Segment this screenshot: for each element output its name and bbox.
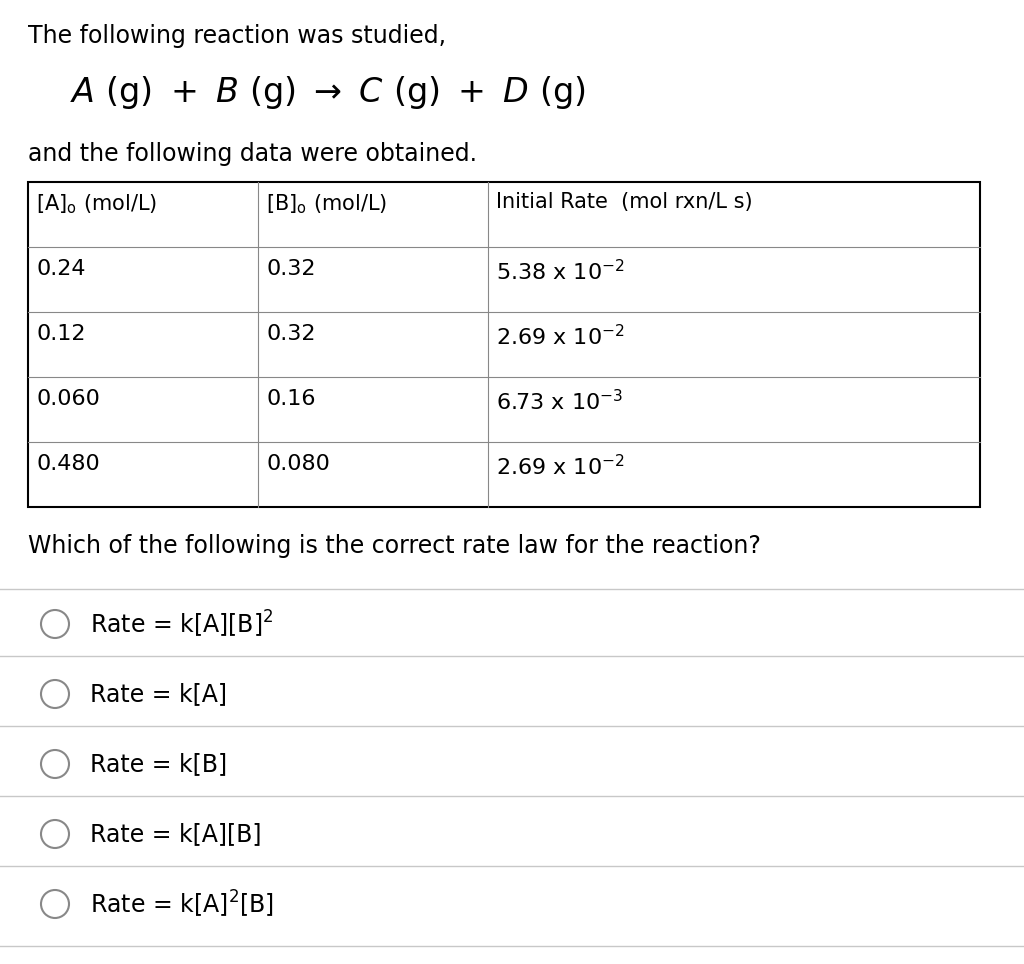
Text: Rate = k[A][B]$^{2}$: Rate = k[A][B]$^{2}$: [90, 608, 273, 639]
Text: Which of the following is the correct rate law for the reaction?: Which of the following is the correct ra…: [28, 534, 761, 558]
Text: 5.38 x 10$^{-2}$: 5.38 x 10$^{-2}$: [496, 259, 625, 284]
Text: The following reaction was studied,: The following reaction was studied,: [28, 24, 446, 48]
Bar: [28, 182, 980, 507]
Circle shape: [41, 610, 69, 638]
Text: Rate = k[A][B]: Rate = k[A][B]: [90, 822, 261, 846]
Text: $[\mathrm{B}]_\mathrm{o}\ \mathrm{(mol/L)}$: $[\mathrm{B}]_\mathrm{o}\ \mathrm{(mol/L…: [266, 192, 387, 216]
Text: 0.080: 0.080: [266, 454, 330, 474]
Text: 0.480: 0.480: [36, 454, 99, 474]
Text: $\mathit{A}\ \mathrm{(g)}\ +\ \mathit{B}\ \mathrm{(g)}\ \rightarrow\ \mathit{C}\: $\mathit{A}\ \mathrm{(g)}\ +\ \mathit{B}…: [70, 74, 586, 111]
Text: 0.24: 0.24: [36, 259, 85, 279]
Text: and the following data were obtained.: and the following data were obtained.: [28, 142, 477, 166]
Text: 2.69 x 10$^{-2}$: 2.69 x 10$^{-2}$: [496, 454, 625, 479]
Text: 0.32: 0.32: [266, 259, 315, 279]
Text: Initial Rate  (mol rxn/L s): Initial Rate (mol rxn/L s): [496, 192, 753, 212]
Circle shape: [41, 890, 69, 918]
Text: 6.73 x 10$^{-3}$: 6.73 x 10$^{-3}$: [496, 389, 624, 415]
Text: Rate = k[A]: Rate = k[A]: [90, 682, 227, 706]
Text: 0.060: 0.060: [36, 389, 100, 409]
Text: Rate = k[A]$^{2}$[B]: Rate = k[A]$^{2}$[B]: [90, 889, 273, 920]
Text: Rate = k[B]: Rate = k[B]: [90, 752, 227, 776]
Text: 0.12: 0.12: [36, 324, 85, 344]
Text: 2.69 x 10$^{-2}$: 2.69 x 10$^{-2}$: [496, 324, 625, 349]
Circle shape: [41, 750, 69, 778]
Circle shape: [41, 680, 69, 708]
Circle shape: [41, 820, 69, 848]
Text: 0.16: 0.16: [266, 389, 315, 409]
Text: 0.32: 0.32: [266, 324, 315, 344]
Text: $[\mathrm{A}]_\mathrm{o}\ \mathrm{(mol/L)}$: $[\mathrm{A}]_\mathrm{o}\ \mathrm{(mol/L…: [36, 192, 157, 216]
